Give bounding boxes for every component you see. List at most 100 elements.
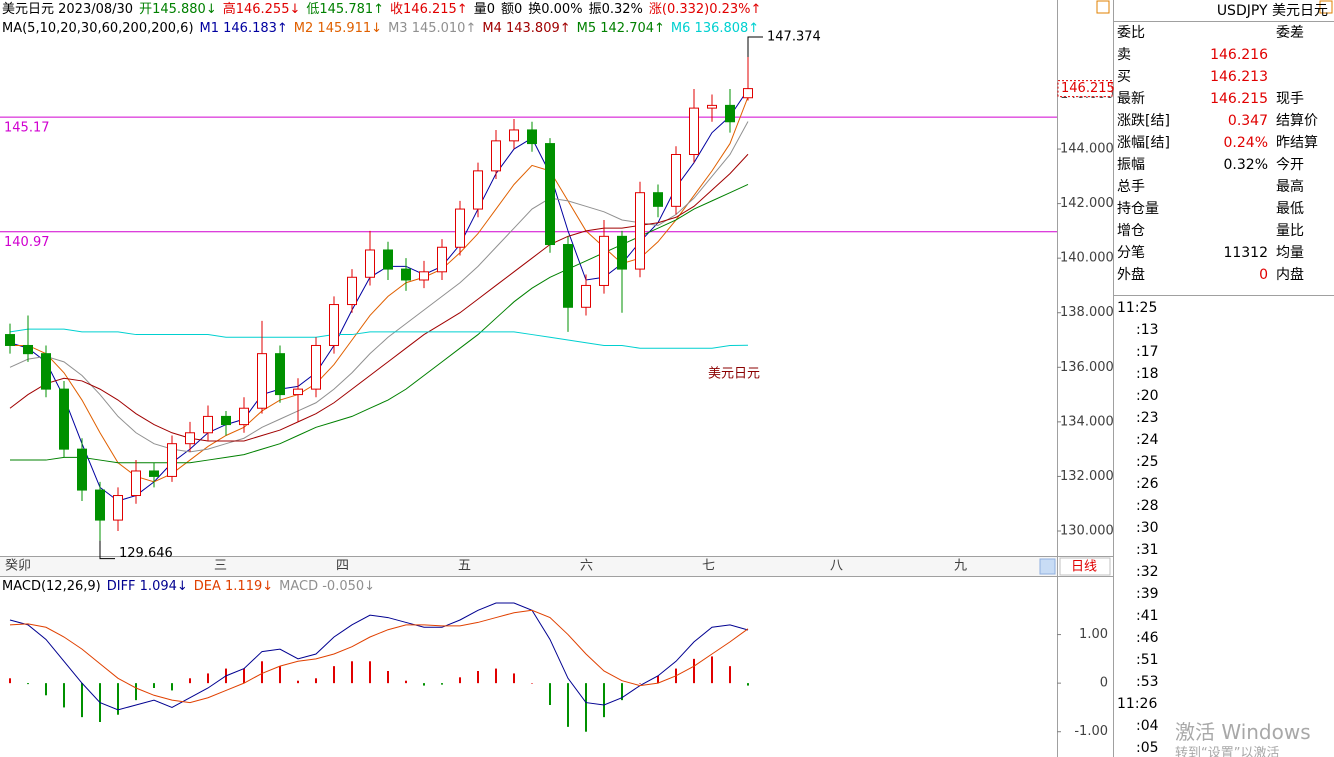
quote-row: 外盘 0 内盘 — [1114, 264, 1334, 286]
macd-bar — [207, 673, 209, 684]
ma-legend: MA(5,10,20,30,60,200,200,6) M1 146.183↑ M2… — [2, 19, 765, 39]
candle-body — [257, 353, 267, 409]
tick-time: :17 — [1136, 344, 1159, 360]
macd-bar — [513, 673, 515, 684]
macd-bar — [711, 656, 713, 684]
window-icon[interactable] — [1319, 0, 1333, 14]
macd-legend: MACD(12,26,9) DIFF 1.094↓ DEA 1.119↓ MACD -… — [2, 577, 381, 597]
row-label: 涨幅[结] — [1117, 135, 1170, 151]
macd-line — [9, 602, 749, 711]
candle-body — [275, 353, 285, 396]
scroll-button[interactable] — [1039, 558, 1056, 575]
quote-row: 增仓 量比 — [1114, 220, 1334, 242]
period-box[interactable] — [1059, 557, 1111, 576]
candle-body — [383, 249, 393, 270]
quote-row: 卖 146.216 — [1114, 44, 1334, 66]
macd-bar — [405, 680, 407, 684]
macd-bar — [603, 683, 605, 718]
macd-bar — [27, 683, 29, 685]
quote-item: 开145.880↓ — [139, 2, 217, 17]
row-value: 146.216 — [1210, 47, 1268, 63]
tick-time: :46 — [1136, 630, 1159, 646]
macd-bar — [549, 683, 551, 705]
legend-item: M1 146.183↑ — [199, 21, 288, 36]
row-right-label: 均量 — [1276, 245, 1304, 261]
row-label: 振幅 — [1117, 157, 1145, 173]
quote-item: 低145.781↑ — [306, 2, 385, 17]
tick-time: :41 — [1136, 608, 1159, 624]
quote-panel: USDJPY 美元日元 委比 委差卖 146.216 买 146.213 最新 146.21… — [1114, 0, 1334, 757]
window-icon[interactable] — [1096, 0, 1110, 14]
tick-time: :25 — [1136, 454, 1159, 470]
y-tick-label: 0 — [1100, 676, 1108, 691]
tick-time: :28 — [1136, 498, 1159, 514]
row-value: 0.24% — [1223, 135, 1268, 151]
macd-bar — [477, 671, 479, 684]
quote-item: 美元日元 2023/08/30 — [2, 2, 134, 17]
macd-bar — [261, 661, 263, 684]
row-value: 0.32% — [1223, 157, 1268, 173]
quote-header: 美元日元 2023/08/30 开145.880↓ 高146.255↓ 低145.78… — [2, 0, 767, 20]
macd-bar — [585, 683, 587, 732]
last-price-label: 146.215 — [1061, 81, 1115, 96]
panel-title: USDJPY 美元日元 — [1114, 0, 1334, 22]
chart-label: 美元日元 — [708, 367, 760, 382]
candle-body — [473, 170, 483, 210]
candle-body — [239, 407, 249, 426]
x-tick-label: 九 — [954, 559, 967, 574]
candle-body — [149, 470, 159, 477]
candle-body — [437, 246, 447, 273]
candle-body — [707, 104, 717, 109]
candle-body — [563, 244, 573, 308]
row-right-label: 结算价 — [1276, 113, 1318, 129]
tick-time: :04 — [1136, 718, 1159, 734]
macd-bar — [693, 658, 695, 684]
y-tick-label: 134.000 — [1060, 414, 1114, 429]
legend-item: MACD -0.050↓ — [279, 579, 376, 594]
low-leader — [99, 540, 115, 560]
macd-bar — [369, 661, 371, 684]
y-tick-label: 140.000 — [1060, 251, 1114, 266]
candle-body — [491, 140, 501, 172]
candle-body — [689, 107, 699, 155]
candle-body — [527, 129, 537, 145]
x-tick-label: 三 — [214, 559, 227, 574]
row-label: 总手 — [1117, 179, 1145, 195]
high-label: 147.374 — [767, 29, 821, 44]
macd-bar — [387, 671, 389, 684]
ma-line — [10, 96, 749, 483]
candle-body — [23, 344, 33, 355]
candle-body — [41, 353, 51, 390]
row-value: 146.213 — [1210, 69, 1268, 85]
row-right-label: 今开 — [1276, 157, 1304, 173]
macd-bar — [333, 666, 335, 684]
y-tick-label: 144.000 — [1060, 142, 1114, 157]
tick-time: :20 — [1136, 388, 1159, 404]
x-tick-label: 四 — [336, 559, 349, 574]
macd-bar — [621, 683, 623, 701]
candle-body — [203, 415, 213, 434]
row-right-label: 现手 — [1276, 91, 1304, 107]
quote-item: 振0.32% — [588, 2, 643, 17]
x-tick-label: 八 — [830, 559, 843, 574]
row-right-label: 委差 — [1276, 25, 1304, 41]
y-tick-label: 132.000 — [1060, 469, 1114, 484]
legend-item: DEA 1.119↓ — [193, 579, 274, 594]
macd-bar — [729, 666, 731, 684]
candle-body — [581, 284, 591, 308]
macd-bar — [279, 666, 281, 684]
tick-time: :18 — [1136, 366, 1159, 382]
quote-row: 涨跌[结] 0.347 结算价 — [1114, 110, 1334, 132]
candle-body — [725, 104, 735, 123]
row-label: 卖 — [1117, 47, 1131, 63]
tick-time: :13 — [1136, 322, 1159, 338]
ma-line — [9, 89, 749, 502]
x-axis-strip — [0, 556, 1057, 576]
tick-time: 11:25 — [1117, 300, 1158, 316]
tick-time: :31 — [1136, 542, 1159, 558]
row-value: 11312 — [1223, 245, 1268, 261]
y-tick-label: 142.000 — [1060, 196, 1114, 211]
ma-line — [9, 328, 749, 349]
quote-row: 委比 委差 — [1114, 22, 1334, 44]
candle-body — [671, 153, 681, 207]
